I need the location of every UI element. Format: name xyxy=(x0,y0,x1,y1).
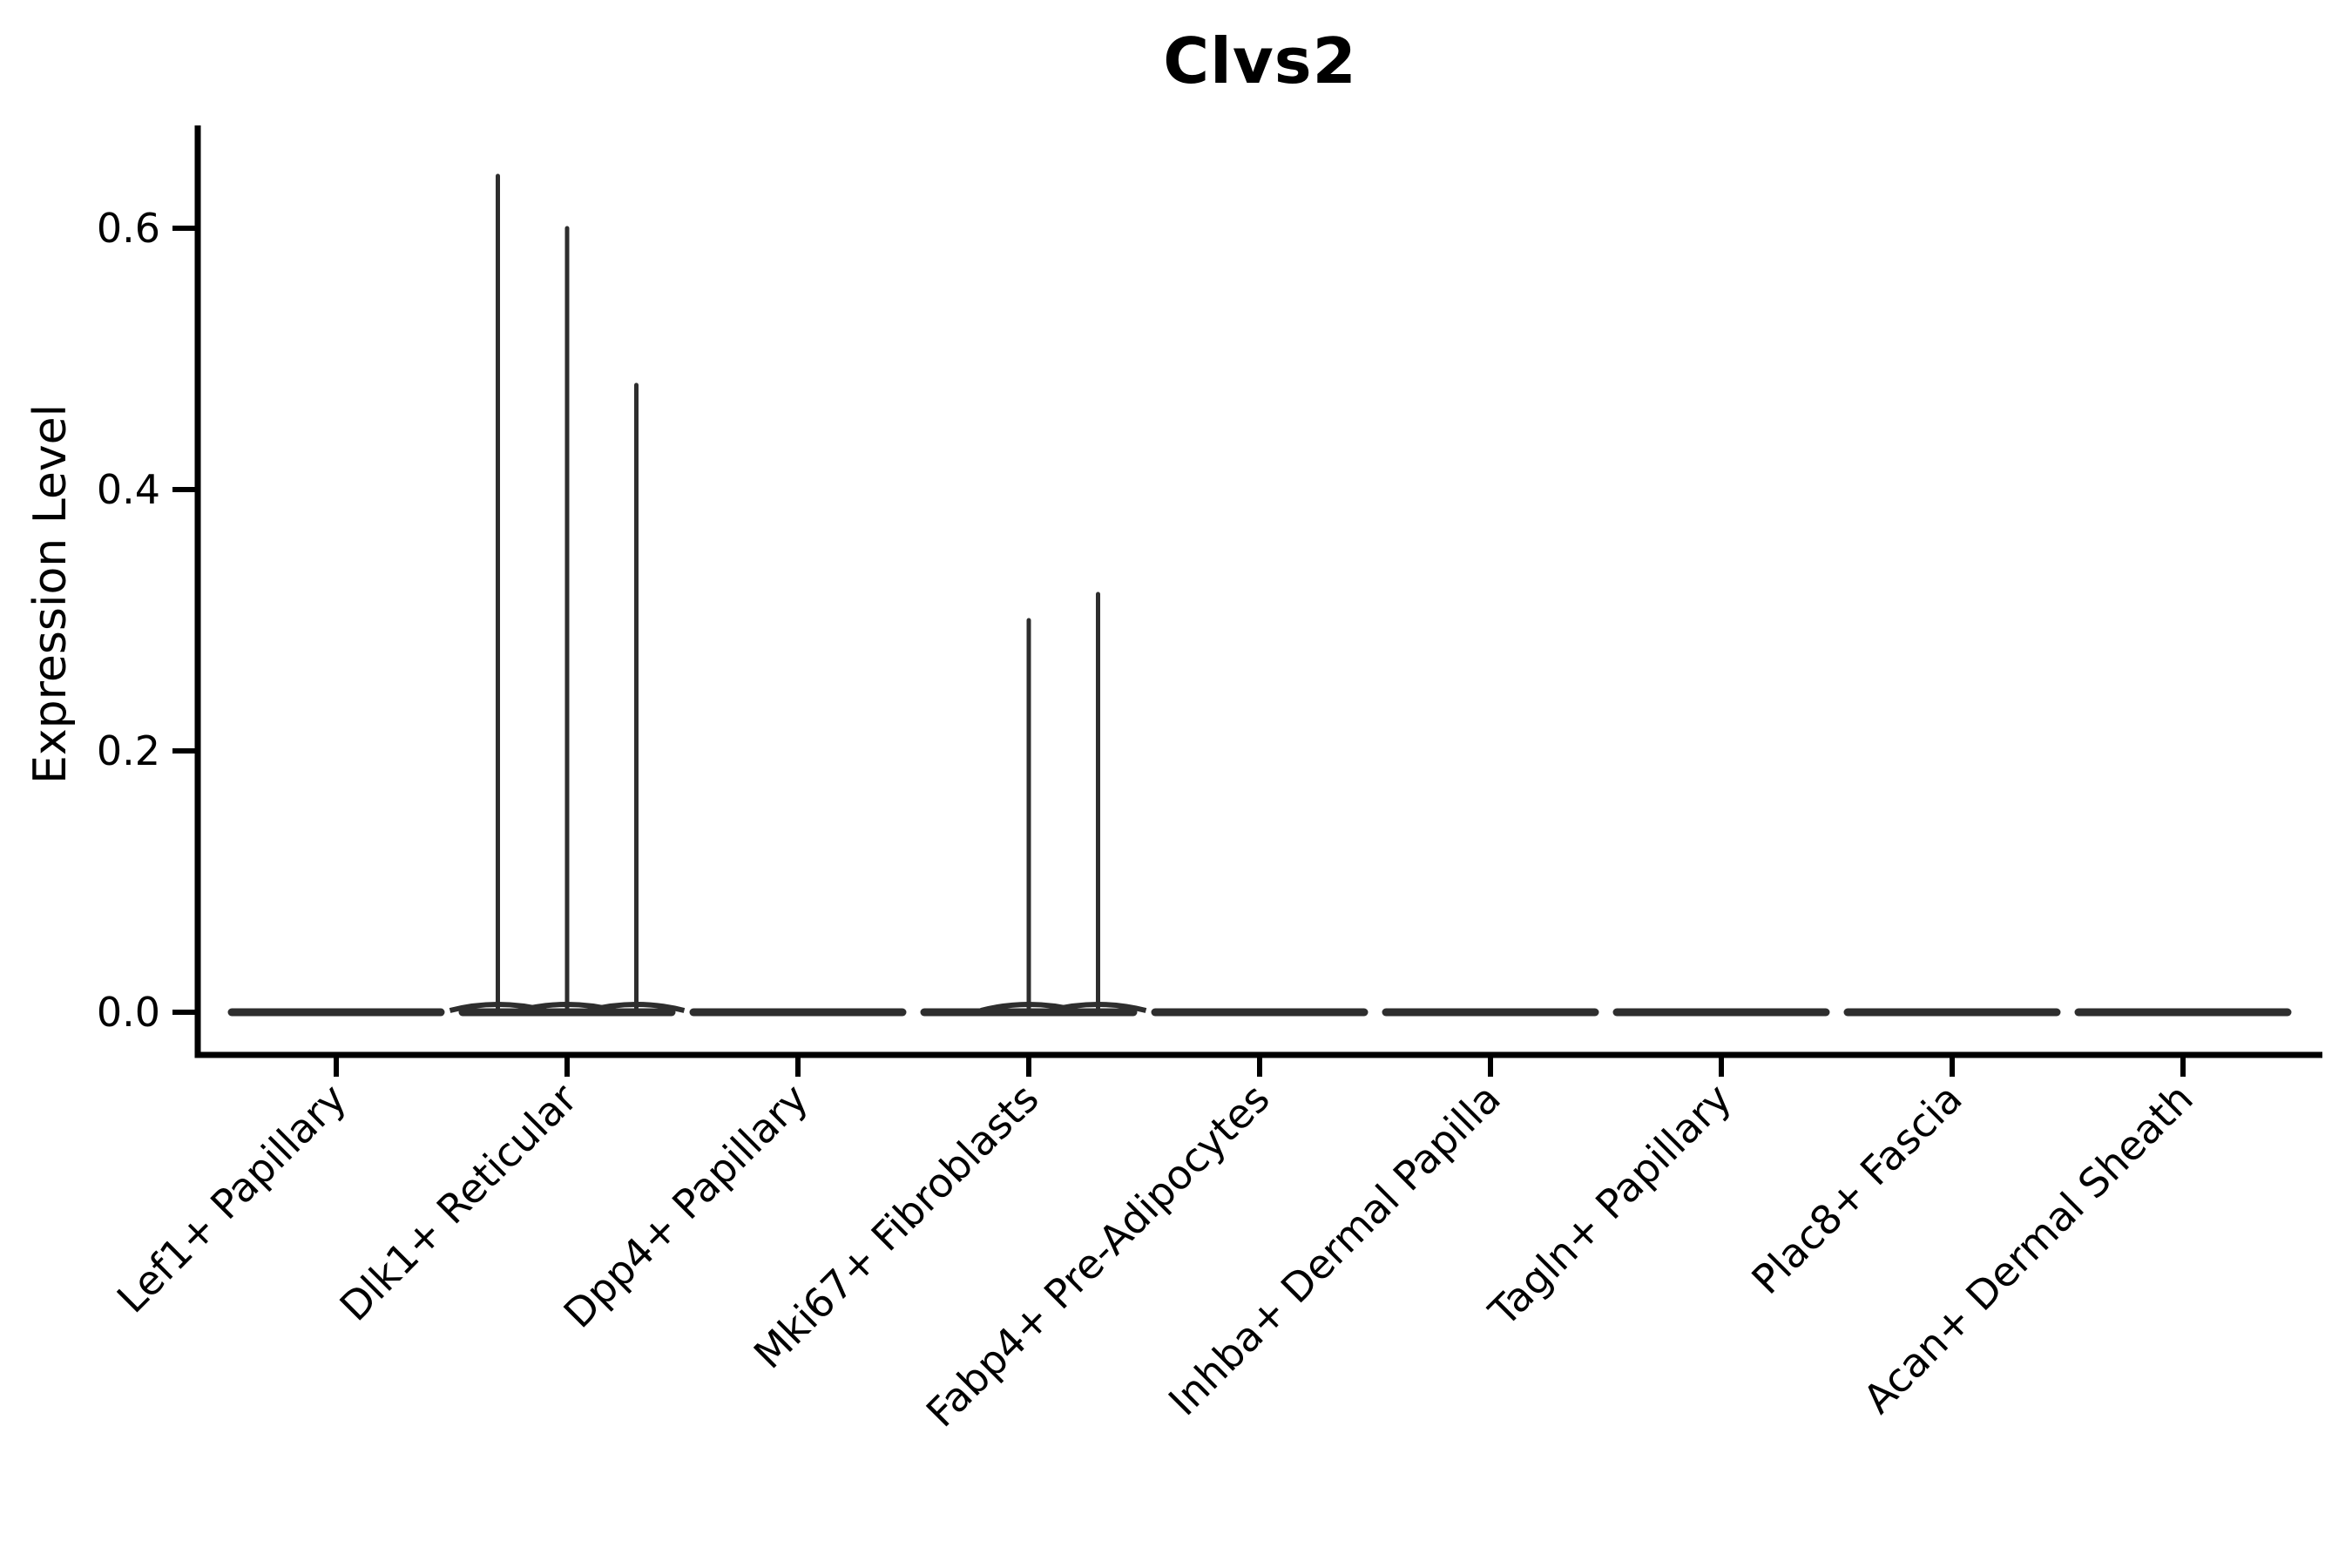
x-tick-label: Dpp4+ Papillary xyxy=(555,1075,817,1337)
y-tick-label: 0.2 xyxy=(97,727,160,774)
x-tick-label: Tagln+ Papillary xyxy=(1479,1075,1740,1336)
chart-title: Clvs2 xyxy=(1163,24,1357,98)
x-tick-label: Dlk1+ Reticular xyxy=(331,1075,586,1330)
x-tick-label: Plac8+ Fascia xyxy=(1742,1075,1970,1303)
y-tick-label: 0.4 xyxy=(97,466,160,513)
y-tick-label: 0.0 xyxy=(97,989,160,1036)
y-tick-label: 0.6 xyxy=(97,205,160,252)
x-tick-label: Lef1+ Papillary xyxy=(108,1075,355,1322)
